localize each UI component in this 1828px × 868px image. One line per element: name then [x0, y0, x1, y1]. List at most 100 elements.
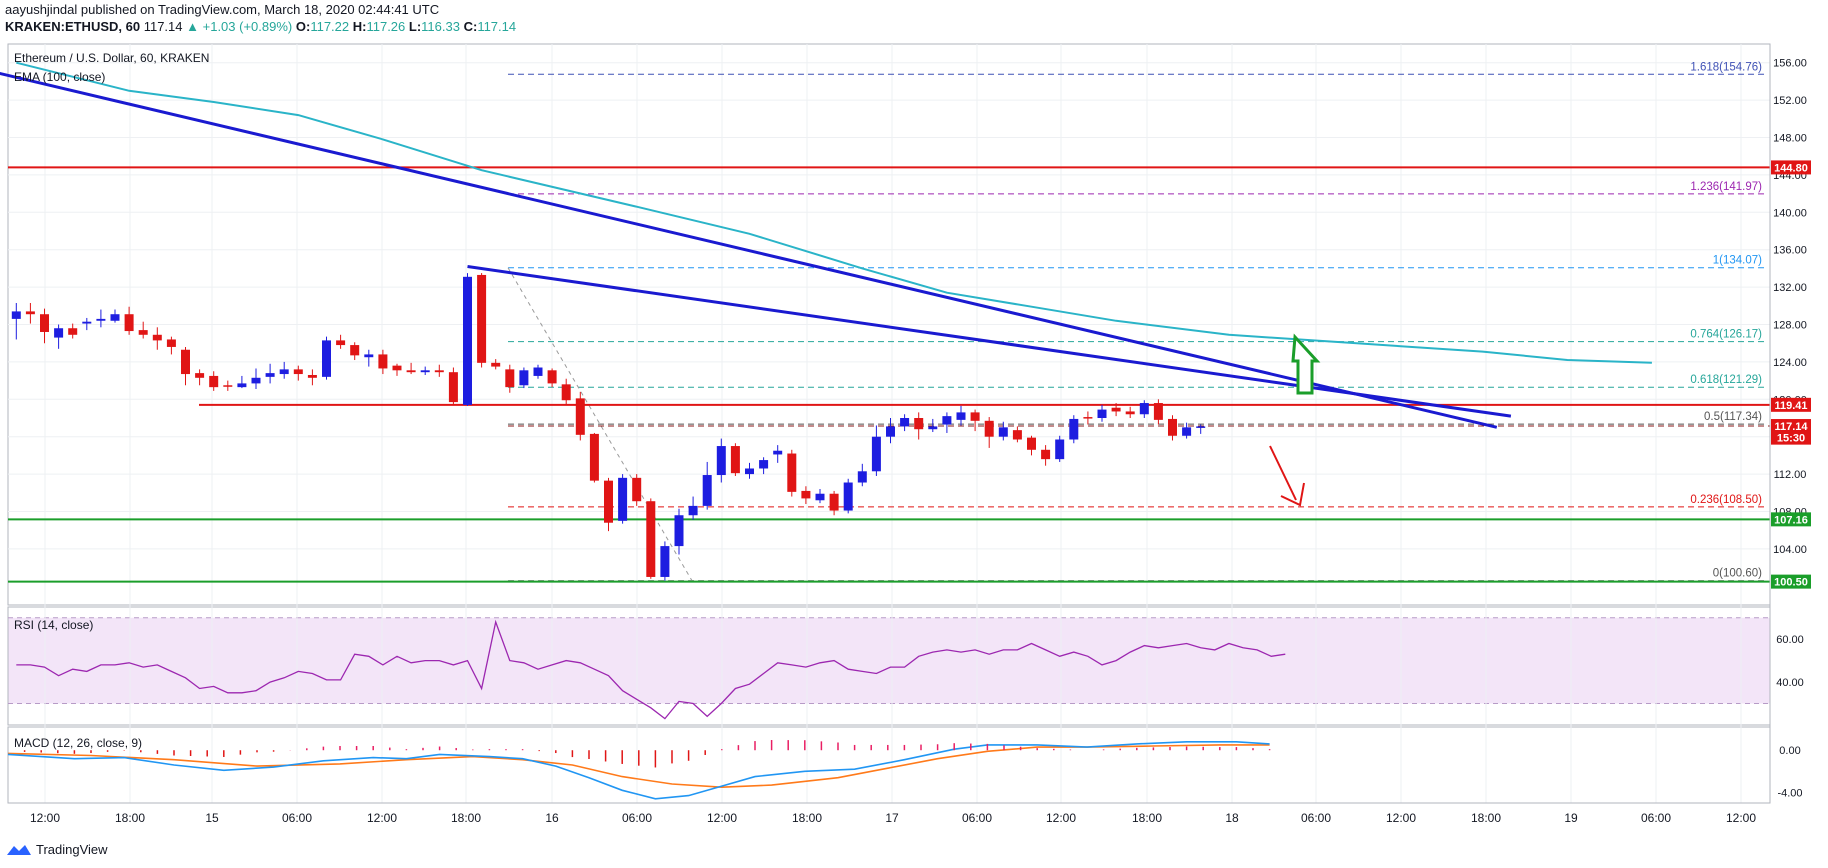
candle-body	[1153, 403, 1163, 420]
price-tag-label: 119.41	[1774, 400, 1807, 412]
author-name[interactable]: aayushjindal	[5, 2, 78, 17]
y-tick-label: 152.00	[1773, 95, 1807, 107]
ema-legend: EMA (100, close)	[14, 70, 106, 84]
rsi-line	[16, 619, 1286, 720]
rsi-y-tick-label: 60.00	[1776, 634, 1804, 646]
candle-body	[843, 482, 853, 511]
x-tick-label: 18:00	[1471, 811, 1501, 825]
x-tick-label: 18:00	[1132, 811, 1162, 825]
candle-body	[152, 334, 162, 341]
y-tick-label: 104.00	[1773, 544, 1807, 556]
ema-100-line	[16, 61, 1652, 364]
candle-body	[279, 369, 289, 375]
rsi-legend: RSI (14, close)	[14, 618, 94, 632]
candle-body	[378, 354, 388, 369]
x-tick-label: 06:00	[282, 811, 312, 825]
candle-body	[730, 446, 740, 474]
candle-body	[857, 471, 867, 483]
candle-body	[1069, 418, 1079, 440]
candle-body	[505, 369, 515, 388]
candle-body	[1055, 439, 1065, 460]
candle-body	[420, 370, 430, 373]
x-tick-label: 12:00	[367, 811, 397, 825]
candle-body	[1168, 418, 1177, 436]
candle-body	[1041, 449, 1051, 460]
candle-body	[350, 345, 360, 356]
candle-body	[1125, 411, 1135, 415]
x-tick-label: 12:00	[1386, 811, 1416, 825]
x-tick-label: 06:00	[1641, 811, 1671, 825]
candle-body	[575, 398, 585, 435]
candle-body	[745, 468, 754, 475]
candle-body	[477, 274, 487, 363]
candle-body	[293, 369, 303, 375]
price-tag-label: 117.14	[1774, 421, 1808, 433]
candle-body	[82, 321, 92, 324]
green-up-arrow-icon	[1291, 333, 1321, 395]
x-tick-label: 19	[1564, 811, 1578, 825]
candle-body	[618, 477, 628, 521]
candle-body	[1182, 427, 1192, 436]
candle-body	[759, 460, 769, 469]
tradingview-logo[interactable]: TradingView	[6, 842, 108, 857]
y-tick-label: 148.00	[1773, 133, 1807, 145]
price-tag-label: 107.16	[1774, 514, 1808, 526]
candle-body	[251, 377, 261, 384]
candle-body	[787, 453, 797, 492]
close-value: 117.14	[477, 19, 517, 34]
y-tick-label: 128.00	[1773, 320, 1807, 332]
candle-body	[11, 311, 21, 319]
fib-level-label: 1(134.07)	[1713, 255, 1762, 267]
publish-text: published on TradingView.com, March 18, …	[80, 2, 440, 17]
rsi-band	[8, 617, 1770, 704]
macd-legend: MACD (12, 26, close, 9)	[14, 736, 143, 750]
fib-level-label: 0.618(121.29)	[1690, 374, 1762, 386]
price-tag	[1771, 574, 1811, 589]
candle-body	[223, 385, 233, 387]
candle-body	[773, 450, 783, 455]
x-tick-label: 18:00	[792, 811, 822, 825]
macd-y-tick-label: 0.00	[1779, 745, 1800, 757]
price-tag-label: 144.80	[1774, 162, 1808, 174]
open-label: O:	[295, 19, 311, 34]
candle-body	[166, 339, 176, 347]
candle-body	[900, 418, 910, 427]
candle-body	[1027, 437, 1036, 450]
y-tick-label: 136.00	[1773, 245, 1807, 257]
price-tag	[1771, 430, 1811, 445]
candle-body	[716, 446, 726, 476]
red-arrow-head	[1280, 482, 1305, 507]
candle-body	[1139, 403, 1149, 415]
macd-signal-line	[7, 744, 1270, 789]
price-tag	[1771, 512, 1811, 527]
candle-body	[1196, 426, 1206, 428]
trendline-1	[0, 71, 1498, 429]
x-tick-label: 12:00	[1046, 811, 1076, 825]
price-tag-label: 100.50	[1774, 577, 1808, 589]
candle-body	[829, 493, 839, 511]
x-tick-label: 06:00	[1301, 811, 1331, 825]
tradingview-icon	[7, 844, 31, 855]
candle-body	[307, 374, 317, 378]
candle-body	[674, 515, 684, 547]
high-label: H:	[352, 19, 367, 34]
candle-body	[68, 328, 78, 335]
price-tag-label: 15:30	[1777, 433, 1805, 445]
candle-body	[871, 436, 881, 472]
y-tick-label: 112.00	[1774, 469, 1807, 481]
candle-body	[406, 370, 416, 373]
low-value: 116.33	[421, 19, 460, 34]
candle-body	[914, 418, 924, 430]
candle-body	[463, 276, 472, 405]
candle-body	[984, 420, 994, 437]
candle-body	[632, 477, 642, 502]
candle-body	[604, 480, 613, 523]
price-tag	[1771, 160, 1811, 175]
candle-body	[942, 416, 952, 425]
x-tick-label: 18:00	[115, 811, 145, 825]
x-tick-label: 06:00	[622, 811, 652, 825]
candle-body	[519, 370, 529, 386]
macd-y-tick-label: -4.00	[1777, 787, 1802, 799]
chart-title: Ethereum / U.S. Dollar, 60, KRAKEN	[14, 51, 210, 65]
